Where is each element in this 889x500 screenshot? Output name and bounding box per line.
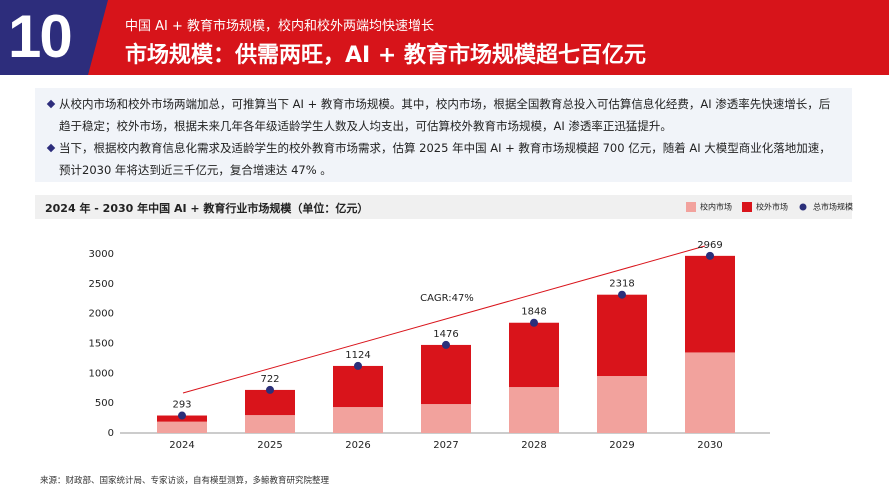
- legend-label: 总市场规模: [813, 202, 853, 212]
- data-label: 1476: [433, 329, 458, 340]
- bar-segment: [597, 376, 647, 433]
- header-title: 市场规模：供需两旺，AI + 教育市场规模超七百亿元: [125, 43, 646, 68]
- legend-marker: [686, 202, 696, 212]
- header-subtitle: 中国 AI + 教育市场规模，校内和校外两端均快速增长: [125, 19, 435, 34]
- total-point: [266, 385, 274, 394]
- bar-segment: [421, 404, 471, 433]
- text-box: 从校内市场和校外市场两端加总，可推算当下 AI + 教育市场规模。其中，校内市场…: [35, 88, 852, 182]
- bar-segment: [333, 365, 383, 408]
- data-label: 293: [172, 400, 191, 411]
- y-tick-label: 0: [108, 428, 114, 439]
- total-point: [178, 411, 186, 420]
- chart-header: 2024 年 - 2030 年中国 AI + 教育行业市场规模（单位：亿元）: [35, 195, 852, 219]
- header-shape: [0, 0, 108, 75]
- y-tick-label: 500: [95, 398, 114, 409]
- bar-segment: [509, 387, 559, 433]
- legend-label: 校内市场: [700, 202, 732, 212]
- legend-label: 校外市场: [756, 202, 788, 212]
- y-tick-label: 2000: [89, 309, 114, 320]
- bar-segment: [245, 389, 295, 416]
- bar-segment: [685, 352, 735, 433]
- x-tick-label: 2026: [345, 440, 370, 451]
- legend-marker: [799, 203, 807, 211]
- header-banner: 10 中国 AI + 教育市场规模，校内和校外两端均快速增长 市场规模：供需两旺…: [0, 0, 889, 75]
- section-number: 10: [8, 3, 73, 70]
- legend-marker: [742, 202, 752, 212]
- bullet-text: 从校内市场和校外市场两端加总，可推算当下 AI + 教育市场规模。其中，校内市场…: [59, 97, 831, 133]
- bar-segment: [157, 421, 207, 433]
- x-tick-label: 2024: [169, 440, 194, 451]
- x-tick-label: 2025: [257, 440, 282, 451]
- source-note: 来源：财政部、国家统计局、专家访谈，自有模型测算，多鲸教育研究院整理: [40, 476, 330, 486]
- total-point: [618, 290, 626, 299]
- data-label: 1124: [345, 350, 370, 361]
- total-point: [706, 251, 714, 260]
- data-label: 2318: [609, 279, 634, 290]
- total-point: [354, 361, 362, 370]
- y-tick-label: 2500: [89, 279, 114, 290]
- bar-segment: [685, 255, 735, 353]
- bar-segment: [245, 415, 295, 433]
- bar-segment: [509, 322, 559, 388]
- bar-segment: [333, 407, 383, 433]
- data-label: 722: [260, 374, 279, 385]
- bullet-text: 当下，根据校内教育信息化需求及适龄学生的校外教育市场需求，估算 2025 年中国…: [59, 141, 831, 177]
- y-tick-label: 1000: [89, 368, 114, 379]
- trend-line: [182, 245, 706, 394]
- bar-segment: [597, 294, 647, 377]
- y-tick-label: 1500: [89, 339, 114, 350]
- chart-title: 2024 年 - 2030 年中国 AI + 教育行业市场规模（单位：亿元）: [45, 202, 369, 215]
- total-point: [530, 318, 538, 327]
- x-tick-label: 2030: [697, 440, 722, 451]
- bar-segment: [421, 344, 471, 405]
- x-tick-label: 2027: [433, 440, 458, 451]
- data-label: 1848: [521, 307, 546, 318]
- x-tick-label: 2028: [521, 440, 546, 451]
- total-point: [442, 340, 450, 349]
- annotation: CAGR:47%: [420, 293, 474, 304]
- data-label: 2969: [697, 240, 722, 251]
- y-tick-label: 3000: [89, 249, 114, 260]
- x-tick-label: 2029: [609, 440, 634, 451]
